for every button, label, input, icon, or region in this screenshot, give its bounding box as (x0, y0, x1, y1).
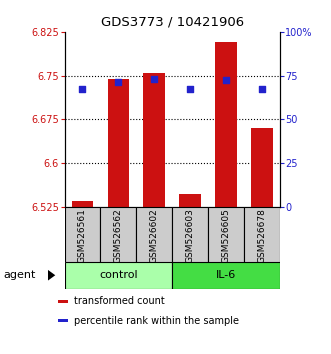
Bar (143, 73, 165, 207)
Bar (65, 262, 172, 289)
Text: GSM526603: GSM526603 (186, 208, 195, 263)
Point (116, 79, 121, 84)
Bar (65, 207, 100, 262)
Text: GSM526678: GSM526678 (257, 208, 266, 263)
Point (80, 86, 85, 91)
Text: GDS3773 / 10421906: GDS3773 / 10421906 (101, 15, 244, 28)
Bar (179, 194, 201, 207)
Text: percentile rank within the sample: percentile rank within the sample (74, 316, 239, 326)
Point (152, 76, 157, 81)
Bar (58, 299, 68, 303)
Bar (100, 207, 136, 262)
Text: GSM526605: GSM526605 (221, 208, 230, 263)
Bar (72, 201, 93, 207)
Bar (172, 207, 208, 262)
Bar (136, 207, 172, 262)
Bar (251, 128, 272, 207)
Point (259, 86, 264, 91)
Text: transformed count: transformed count (74, 296, 165, 306)
Text: agent: agent (3, 270, 36, 280)
Text: GSM526602: GSM526602 (150, 208, 159, 263)
Bar (172, 262, 280, 289)
Text: GSM526562: GSM526562 (114, 208, 123, 263)
Text: IL-6: IL-6 (216, 270, 236, 280)
Polygon shape (48, 270, 55, 280)
Point (223, 78, 228, 83)
Bar (215, 42, 237, 207)
Bar (244, 207, 280, 262)
Point (187, 86, 193, 91)
Bar (58, 319, 68, 322)
Text: control: control (99, 270, 138, 280)
Text: GSM526561: GSM526561 (78, 208, 87, 263)
Bar (108, 79, 129, 207)
Bar (208, 207, 244, 262)
